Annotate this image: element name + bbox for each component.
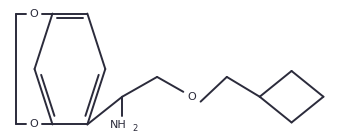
Text: O: O — [30, 119, 38, 129]
Text: O: O — [30, 9, 38, 19]
Text: O: O — [187, 92, 196, 102]
Text: 2: 2 — [132, 124, 138, 133]
Text: NH: NH — [110, 120, 127, 130]
